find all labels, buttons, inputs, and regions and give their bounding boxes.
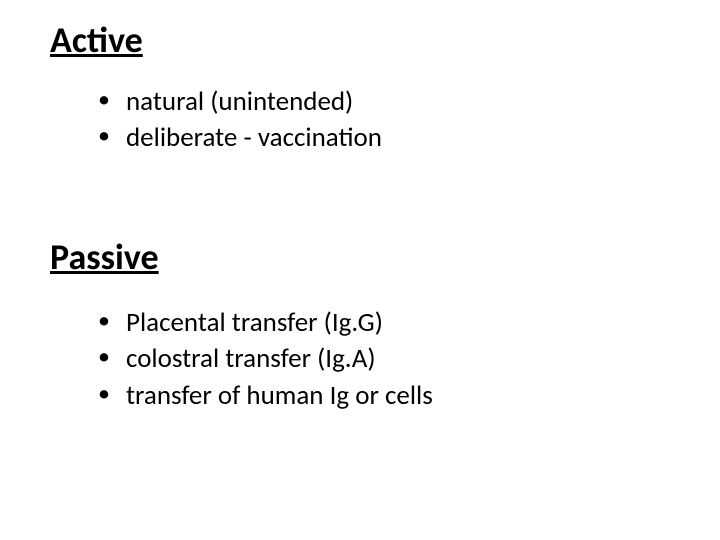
list-item: colostral transfer (Ig.A) [98, 341, 720, 377]
list-item: Placental transfer (Ig.G) [98, 305, 720, 341]
section-heading-active: Active [50, 18, 720, 62]
list-item: deliberate - vaccination [98, 120, 720, 156]
bullet-list-active: natural (unintended) deliberate - vaccin… [98, 84, 720, 157]
list-item: natural (unintended) [98, 84, 720, 120]
section-heading-passive: Passive [50, 235, 720, 279]
slide-content: Active natural (unintended) deliberate -… [50, 18, 720, 414]
bullet-list-passive: Placental transfer (Ig.G) colostral tran… [98, 305, 720, 414]
list-item: transfer of human Ig or cells [98, 378, 720, 414]
section-spacer [50, 157, 720, 235]
